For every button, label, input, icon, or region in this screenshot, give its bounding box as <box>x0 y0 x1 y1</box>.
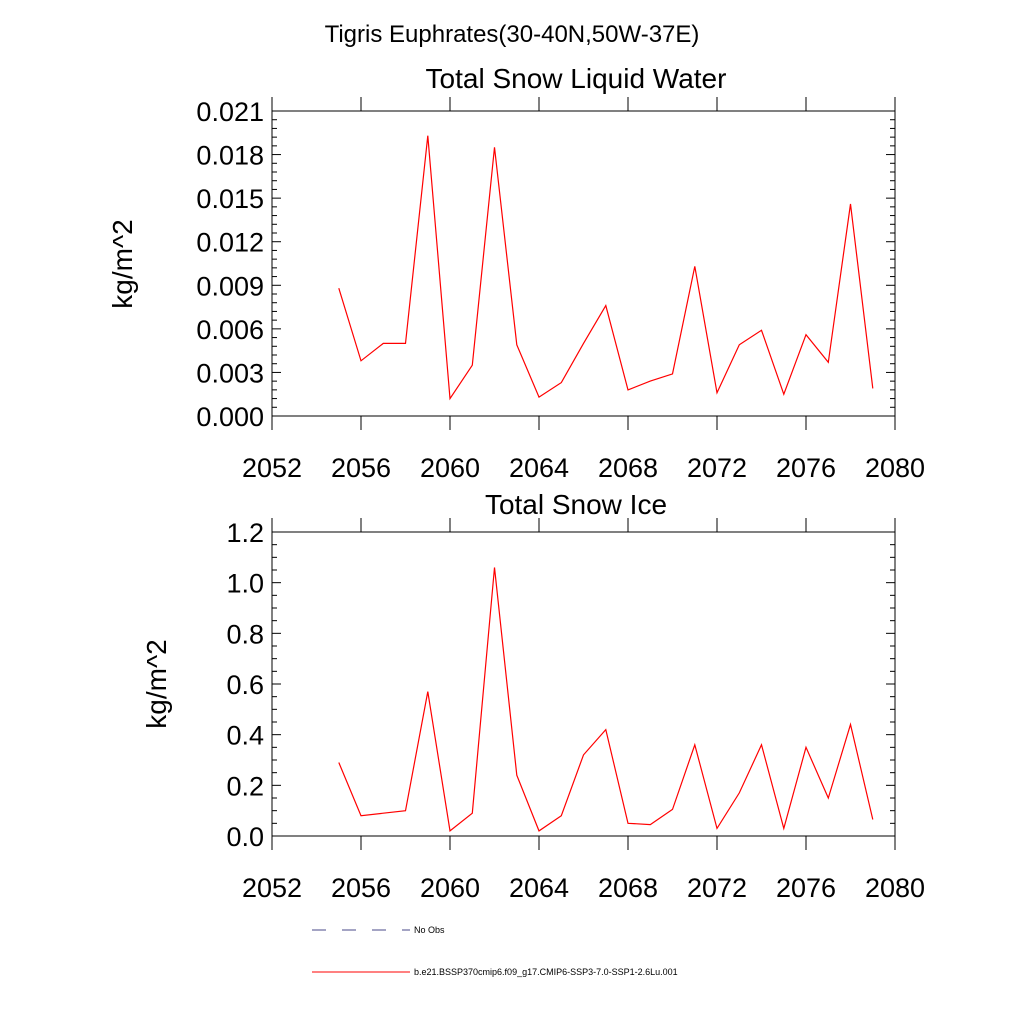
legend-obs-label: No Obs <box>414 925 445 935</box>
x-tick-labels: 2052 2056 2060 2064 2068 2072 2076 2080 <box>242 453 925 483</box>
legend-model-label: b.e21.BSSP370cmip6.f09_g17.CMIP6-SSP3-7.… <box>414 967 678 977</box>
panel-title: Total Snow Ice <box>485 489 667 520</box>
tick-marks <box>271 518 896 850</box>
series-line <box>338 567 874 833</box>
y-axis-label: kg/m^2 <box>141 639 172 728</box>
tick-marks <box>271 97 896 430</box>
x-tick-label: 2072 <box>687 873 747 903</box>
y-tick-label: 0.003 <box>196 358 264 388</box>
panel-snow-liquid-water: Total Snow Liquid Water kg/m^2 0.0000.00… <box>107 63 925 483</box>
x-tick-label: 2052 <box>242 873 302 903</box>
y-tick-label: 0.4 <box>226 721 264 751</box>
x-tick-label: 2060 <box>420 873 480 903</box>
y-axis-label: kg/m^2 <box>107 219 138 308</box>
x-tick-label: 2060 <box>420 453 480 483</box>
y-tick-label: 0.2 <box>226 771 264 801</box>
x-tick-label: 2068 <box>598 453 658 483</box>
x-tick-label: 2056 <box>331 453 391 483</box>
legend: No Obs b.e21.BSSP370cmip6.f09_g17.CMIP6-… <box>312 925 678 977</box>
y-tick-label: 0.8 <box>226 619 264 649</box>
y-tick-label: 1.2 <box>226 518 264 548</box>
y-tick-label: 0.006 <box>196 315 264 345</box>
panel-title: Total Snow Liquid Water <box>426 63 727 94</box>
y-tick-label: 0.015 <box>196 184 264 214</box>
x-tick-label: 2052 <box>242 453 302 483</box>
y-tick-label: 0.021 <box>196 97 264 127</box>
y-tick-label: 0.018 <box>196 141 264 171</box>
y-tick-label: 0.0 <box>226 822 264 852</box>
y-tick-label: 0.000 <box>196 402 264 432</box>
y-tick-label: 1.0 <box>226 569 264 599</box>
y-tick-label: 0.012 <box>196 228 264 258</box>
figure-title: Tigris Euphrates(30-40N,50W-37E) <box>325 21 700 48</box>
plot-frame <box>271 531 896 837</box>
y-tick-labels: 0.0 0.2 0.4 0.6 0.8 1.0 1.2 <box>226 518 264 852</box>
x-tick-labels: 2052 2056 2060 2064 2068 2072 2076 2080 <box>242 873 925 903</box>
plot-frame <box>271 110 896 417</box>
x-tick-label: 2072 <box>687 453 747 483</box>
x-tick-label: 2064 <box>509 453 569 483</box>
x-tick-label: 2064 <box>509 873 569 903</box>
x-tick-label: 2080 <box>865 453 925 483</box>
y-tick-labels: 0.000 0.003 0.006 0.009 0.012 0.015 0.018 0.021 <box>196 97 264 432</box>
x-tick-label: 2076 <box>776 873 836 903</box>
x-tick-label: 2080 <box>865 873 925 903</box>
y-tick-label: 0.009 <box>196 271 264 301</box>
panel-snow-ice: Total Snow Ice kg/m^2 0.0 0.2 0.4 0.6 0.8 1.0… <box>141 489 925 903</box>
y-tick-label: 0.6 <box>226 670 264 700</box>
x-tick-label: 2068 <box>598 873 658 903</box>
series-line <box>338 135 874 401</box>
x-tick-label: 2056 <box>331 873 391 903</box>
x-tick-label: 2076 <box>776 453 836 483</box>
